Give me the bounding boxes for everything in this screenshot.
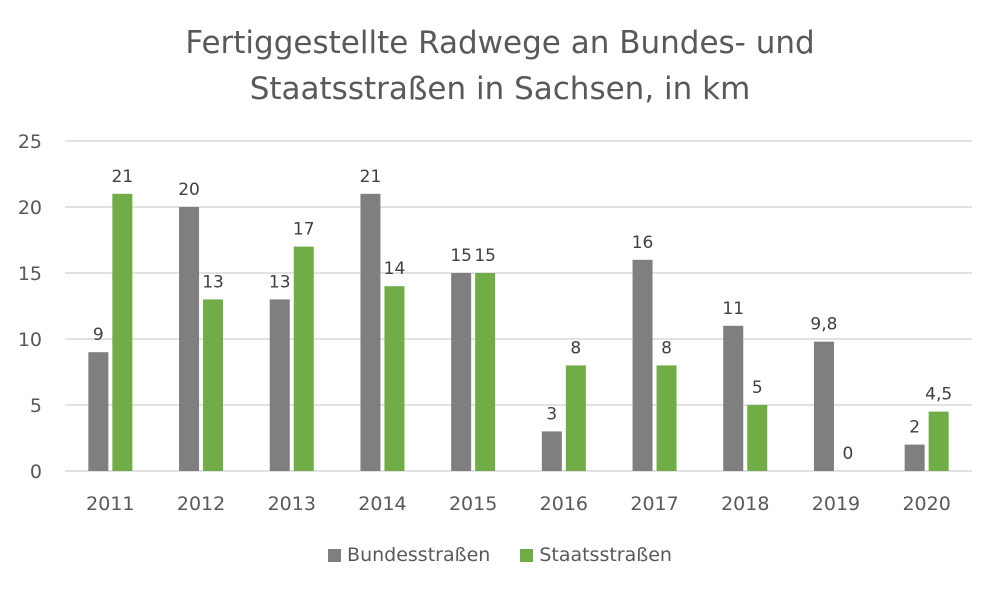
y-tick-label: 25 xyxy=(18,131,42,153)
data-label: 13 xyxy=(202,272,224,292)
legend-swatch-staatsstrassen xyxy=(520,548,534,562)
x-tick-label: 2013 xyxy=(268,493,316,515)
legend-item-staatsstrassen: Staatsstraßen xyxy=(520,544,672,566)
data-label: 15 xyxy=(474,246,496,266)
data-label: 15 xyxy=(450,246,472,266)
legend-label-staatsstrassen: Staatsstraßen xyxy=(539,544,672,566)
bar-staatsstrassen xyxy=(747,405,768,471)
bar-staatsstrassen xyxy=(112,193,133,472)
data-label: 9 xyxy=(93,325,104,345)
bar-bundesstrassen xyxy=(904,444,925,471)
data-label: 20 xyxy=(178,180,200,200)
bar-staatsstrassen xyxy=(656,365,677,471)
bar-staatsstrassen xyxy=(203,299,224,471)
y-tick-label: 15 xyxy=(18,263,42,285)
data-label: 3 xyxy=(546,404,557,424)
legend: Bundesstraßen Staatsstraßen xyxy=(0,544,1000,566)
x-tick-label: 2014 xyxy=(358,493,406,515)
data-label: 4,5 xyxy=(925,385,952,405)
x-tick-label: 2017 xyxy=(630,493,678,515)
data-label: 17 xyxy=(293,220,315,240)
bar-bundesstrassen xyxy=(813,341,834,471)
bar-bundesstrassen xyxy=(541,431,562,471)
chart-title-line-2: Staatsstraßen in Sachsen, in km xyxy=(249,71,751,107)
data-label: 9,8 xyxy=(810,315,837,335)
legend-item-bundesstrassen: Bundesstraßen xyxy=(328,544,490,566)
bar-staatsstrassen xyxy=(928,411,949,471)
data-label: 14 xyxy=(384,259,406,279)
y-tick-label: 5 xyxy=(30,395,42,417)
x-tick-label: 2019 xyxy=(812,493,860,515)
data-label: 13 xyxy=(269,272,291,292)
data-label: 16 xyxy=(632,233,654,253)
bar-bundesstrassen xyxy=(451,273,472,471)
bar-staatsstrassen xyxy=(293,246,314,471)
data-label: 5 xyxy=(752,378,763,398)
x-tick-label: 2015 xyxy=(449,493,497,515)
data-label: 11 xyxy=(722,299,744,319)
data-label: 21 xyxy=(112,167,134,187)
legend-swatch-bundesstrassen xyxy=(328,548,342,562)
data-label: 0 xyxy=(843,444,854,464)
y-tick-label: 20 xyxy=(18,197,42,219)
data-label: 2 xyxy=(909,418,920,438)
bar-bundesstrassen xyxy=(179,207,200,471)
legend-label-bundesstrassen: Bundesstraßen xyxy=(347,544,491,566)
chart-title: Fertiggestellte Radwege an Bundes- und S… xyxy=(0,20,1000,112)
bar-staatsstrassen xyxy=(384,286,405,471)
chart-title-line-1: Fertiggestellte Radwege an Bundes- und xyxy=(185,25,815,61)
x-tick-label: 2020 xyxy=(902,493,950,515)
y-tick-label: 10 xyxy=(18,329,42,351)
data-label: 8 xyxy=(661,338,672,358)
data-label: 8 xyxy=(570,338,581,358)
bar-bundesstrassen xyxy=(360,193,381,472)
bar-bundesstrassen xyxy=(88,352,109,471)
bar-bundesstrassen xyxy=(269,299,290,471)
x-tick-label: 2018 xyxy=(721,493,769,515)
x-tick-label: 2011 xyxy=(86,493,134,515)
bar-bundesstrassen xyxy=(723,325,744,471)
y-tick-label: 0 xyxy=(30,461,42,483)
data-label: 21 xyxy=(360,167,382,187)
x-tick-label: 2016 xyxy=(540,493,588,515)
bar-bundesstrassen xyxy=(632,259,653,471)
x-tick-label: 2012 xyxy=(177,493,225,515)
bar-staatsstrassen xyxy=(565,365,586,471)
bar-staatsstrassen xyxy=(475,273,496,471)
